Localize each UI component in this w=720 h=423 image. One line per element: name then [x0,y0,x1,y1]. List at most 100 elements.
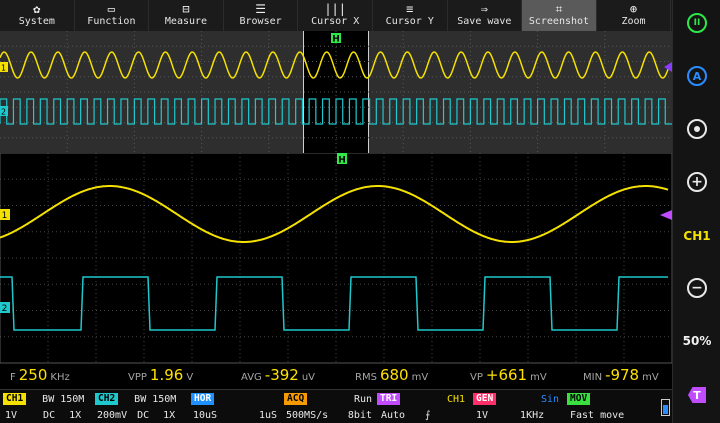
tri-mode: Auto [381,409,406,421]
tri-status-bottom[interactable]: Auto ⨍ [381,408,430,422]
tri-source: CH1 [446,393,465,405]
toolbar-label: Browser [239,16,282,27]
vpp-value: 1.96 [149,365,184,384]
gen-waveform: Sin [540,393,559,405]
channel-select-button[interactable]: CH1 [673,226,720,246]
crop-icon: ⌗ [555,2,563,16]
toolbar-save-wave-button[interactable]: ⇒ Save wave [448,0,523,31]
save-wave-icon: ⇒ [480,2,488,16]
ch2-bandwidth: BW 150M [134,393,177,405]
min-label: MIN [583,371,603,383]
ch1-overview-marker [0,62,8,72]
mov-status-bottom[interactable]: Fast move [570,408,624,422]
main-waveforms: H 1 2 [0,153,672,364]
main-grid-border [0,153,672,364]
toolbar-system-button[interactable]: ✿ System [0,0,75,31]
vp-label: VP [470,371,483,383]
ch1-status-bottom[interactable]: 1V DC 1X [5,408,81,422]
dot-circle-icon [687,119,707,139]
ch1-status-top[interactable]: CH1 BW 150M [3,392,84,406]
freq-value: 250 [18,365,48,384]
gen-tag: GEN [473,393,497,405]
ch2-overview-label: 2 [1,108,6,117]
auto-icon: A [687,66,707,86]
cursor-x-icon: ||| [324,2,347,16]
ch2-tag: CH2 [95,393,119,405]
toolbar-cursor-x-button[interactable]: ||| Cursor X [298,0,373,31]
ch2-trace [0,276,668,331]
trigger-level-marker [660,210,672,220]
vp-measure: VP +661 mV [470,366,547,384]
gen-frequency: 1KHz [520,409,545,421]
acq-rate: 500MS/s [286,409,329,421]
toolbar-measure-button[interactable]: ⊟ Measure [149,0,224,31]
ch1-overview-trace [0,51,669,79]
main-trigger-position-marker [337,153,347,164]
ch1-probe: 1X [69,409,82,421]
toolbar-label: Save wave [457,16,512,27]
gen-status-top[interactable]: GEN Sin [473,392,559,406]
freq-unit: KHz [50,371,70,383]
mov-mode: Fast move [570,409,625,421]
minus-icon: − [687,278,707,298]
rms-label: RMS [355,371,377,383]
tri-tag: TRI [377,393,401,405]
increase-button[interactable]: + [673,170,720,194]
acq-state: Run [353,393,372,405]
decrease-button[interactable]: − [673,276,720,300]
measure-icon: ⊟ [182,2,190,16]
ch2-coupling: DC [137,409,150,421]
acq-status-top[interactable]: ACQ Run [284,392,372,406]
overview-trigger-marker [664,62,672,72]
pause-icon: II [687,13,707,33]
gen-status-bottom[interactable]: 1V 1KHz [476,408,544,422]
toolbar-label: Cursor X [311,16,360,27]
min-value: -978 [605,365,640,384]
tri-status-top[interactable]: TRI CH1 [377,392,465,406]
ch1-offset-marker [0,209,10,220]
ch1-tag: CH1 [3,393,27,405]
toolbar-label: Function [87,16,136,27]
ch2-scale: 200mV [97,409,128,421]
status-bar: CH1 BW 150M 1V DC 1X CH2 BW 150M 200mV D… [0,389,672,423]
toolbar-label: Zoom [621,16,646,27]
ch2-overview-marker [0,106,8,116]
toolbar-zoom-button[interactable]: ⊕ Zoom [597,0,672,31]
plus-icon: + [687,172,707,192]
toolbar-screenshot-button[interactable]: ⌗ Screenshot [522,0,597,31]
avg-unit: uV [301,371,316,383]
toolbar-function-button[interactable]: ▭ Function [75,0,150,31]
mov-status-top[interactable]: MOV [567,392,591,406]
min-measure: MIN -978 mV [583,366,659,384]
hor-status-top[interactable]: HOR [191,392,215,406]
ch2-status-bottom[interactable]: 200mV DC 1X [97,408,175,422]
toolbar-label: Screenshot [528,16,590,27]
battery-icon [661,399,670,416]
freq-label: F [10,371,16,383]
ch1-coupling: DC [43,409,56,421]
hor-status-bottom[interactable]: 10uS 1uS [193,408,277,422]
hor-tag: HOR [191,393,215,405]
toolbar-label: Cursor Y [385,16,434,27]
ch2-overview-trace [0,98,672,125]
ch1-overview-label: 1 [1,64,6,73]
toolbar-cursor-y-button[interactable]: ≡ Cursor Y [373,0,448,31]
scale-step-button[interactable]: 50% [673,331,720,351]
run-stop-button[interactable]: II [673,11,720,35]
hor-scale: 10uS [193,409,218,421]
measurement-bar: F 250 KHz VPP 1.96 V AVG -392 uV RMS 680… [0,364,672,385]
avg-label: AVG [241,371,262,383]
trigger-button[interactable]: T [673,384,720,406]
ch2-status-top[interactable]: CH2 BW 150M [95,392,176,406]
top-toolbar: ✿ System ▭ Function ⊟ Measure ☰ Browser ||| Curso… [0,0,672,31]
auto-set-button[interactable]: A [673,64,720,88]
acq-status-bottom[interactable]: 500MS/s 8bit [286,408,372,422]
main-trigger-position-label: H [338,156,346,166]
toolbar-browser-button[interactable]: ☰ Browser [224,0,299,31]
vpp-label: VPP [128,371,147,383]
single-button[interactable] [673,117,720,141]
ch1-bandwidth: BW 150M [42,393,85,405]
trigger-icon: T [688,387,706,403]
cursor-y-icon: ≡ [406,2,414,16]
channel-label: CH1 [683,229,711,243]
